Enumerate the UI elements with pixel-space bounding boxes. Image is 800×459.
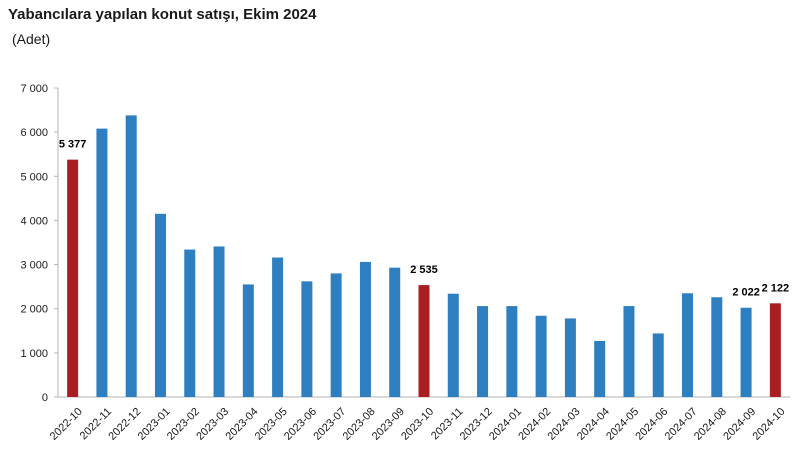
bar-2023-02 [184, 249, 196, 397]
bar-2024-04 [594, 340, 606, 397]
bar-2023-06 [301, 281, 313, 397]
y-tick-label: 0 [42, 392, 48, 404]
bar-2023-10 [418, 285, 430, 397]
bar-2023-01 [154, 213, 166, 397]
bar-2024-09 [740, 307, 752, 397]
bar-2024-02 [535, 315, 547, 397]
y-tick-label: 3 000 [20, 260, 48, 272]
x-tick-label: 2022-10 [48, 406, 85, 443]
bar-2022-11 [96, 128, 108, 397]
data-label-2024-09: 2 022 [732, 287, 760, 299]
bar-2023-08 [359, 261, 371, 397]
bar-2023-04 [242, 284, 254, 397]
bar-2024-08 [711, 297, 723, 397]
bar-2023-12 [477, 306, 489, 397]
bar-2024-10 [769, 303, 781, 397]
bar-2022-12 [125, 115, 137, 398]
y-tick-label: 1 000 [20, 348, 48, 360]
chart-subtitle: (Adet) [12, 31, 51, 47]
data-label-2023-10: 2 535 [410, 264, 438, 276]
bar-2023-05 [272, 257, 284, 397]
chart-title: Yabancılara yapılan konut satışı, Ekim 2… [8, 6, 317, 23]
y-tick-label: 2 000 [20, 304, 48, 316]
x-tick-label: 2024-10 [751, 406, 788, 443]
bar-2024-05 [623, 306, 635, 397]
bar-2023-03 [213, 246, 225, 397]
y-tick-label: 6 000 [20, 127, 48, 139]
bar-2024-01 [506, 306, 518, 397]
bar-2024-07 [682, 293, 694, 397]
y-tick-label: 4 000 [20, 215, 48, 227]
data-label-2024-10: 2 122 [762, 282, 790, 294]
data-label-2022-10: 5 377 [59, 139, 87, 151]
y-tick-label: 5 000 [20, 171, 48, 183]
bar-2024-06 [652, 333, 664, 397]
bar-2023-07 [330, 273, 342, 397]
y-tick-label: 7 000 [20, 83, 48, 95]
bar-2023-11 [447, 293, 459, 397]
bar-2023-09 [389, 267, 401, 397]
bar-2022-10 [67, 159, 79, 397]
x-tick-label: 2023-10 [399, 406, 436, 443]
bar-2024-03 [564, 318, 576, 397]
